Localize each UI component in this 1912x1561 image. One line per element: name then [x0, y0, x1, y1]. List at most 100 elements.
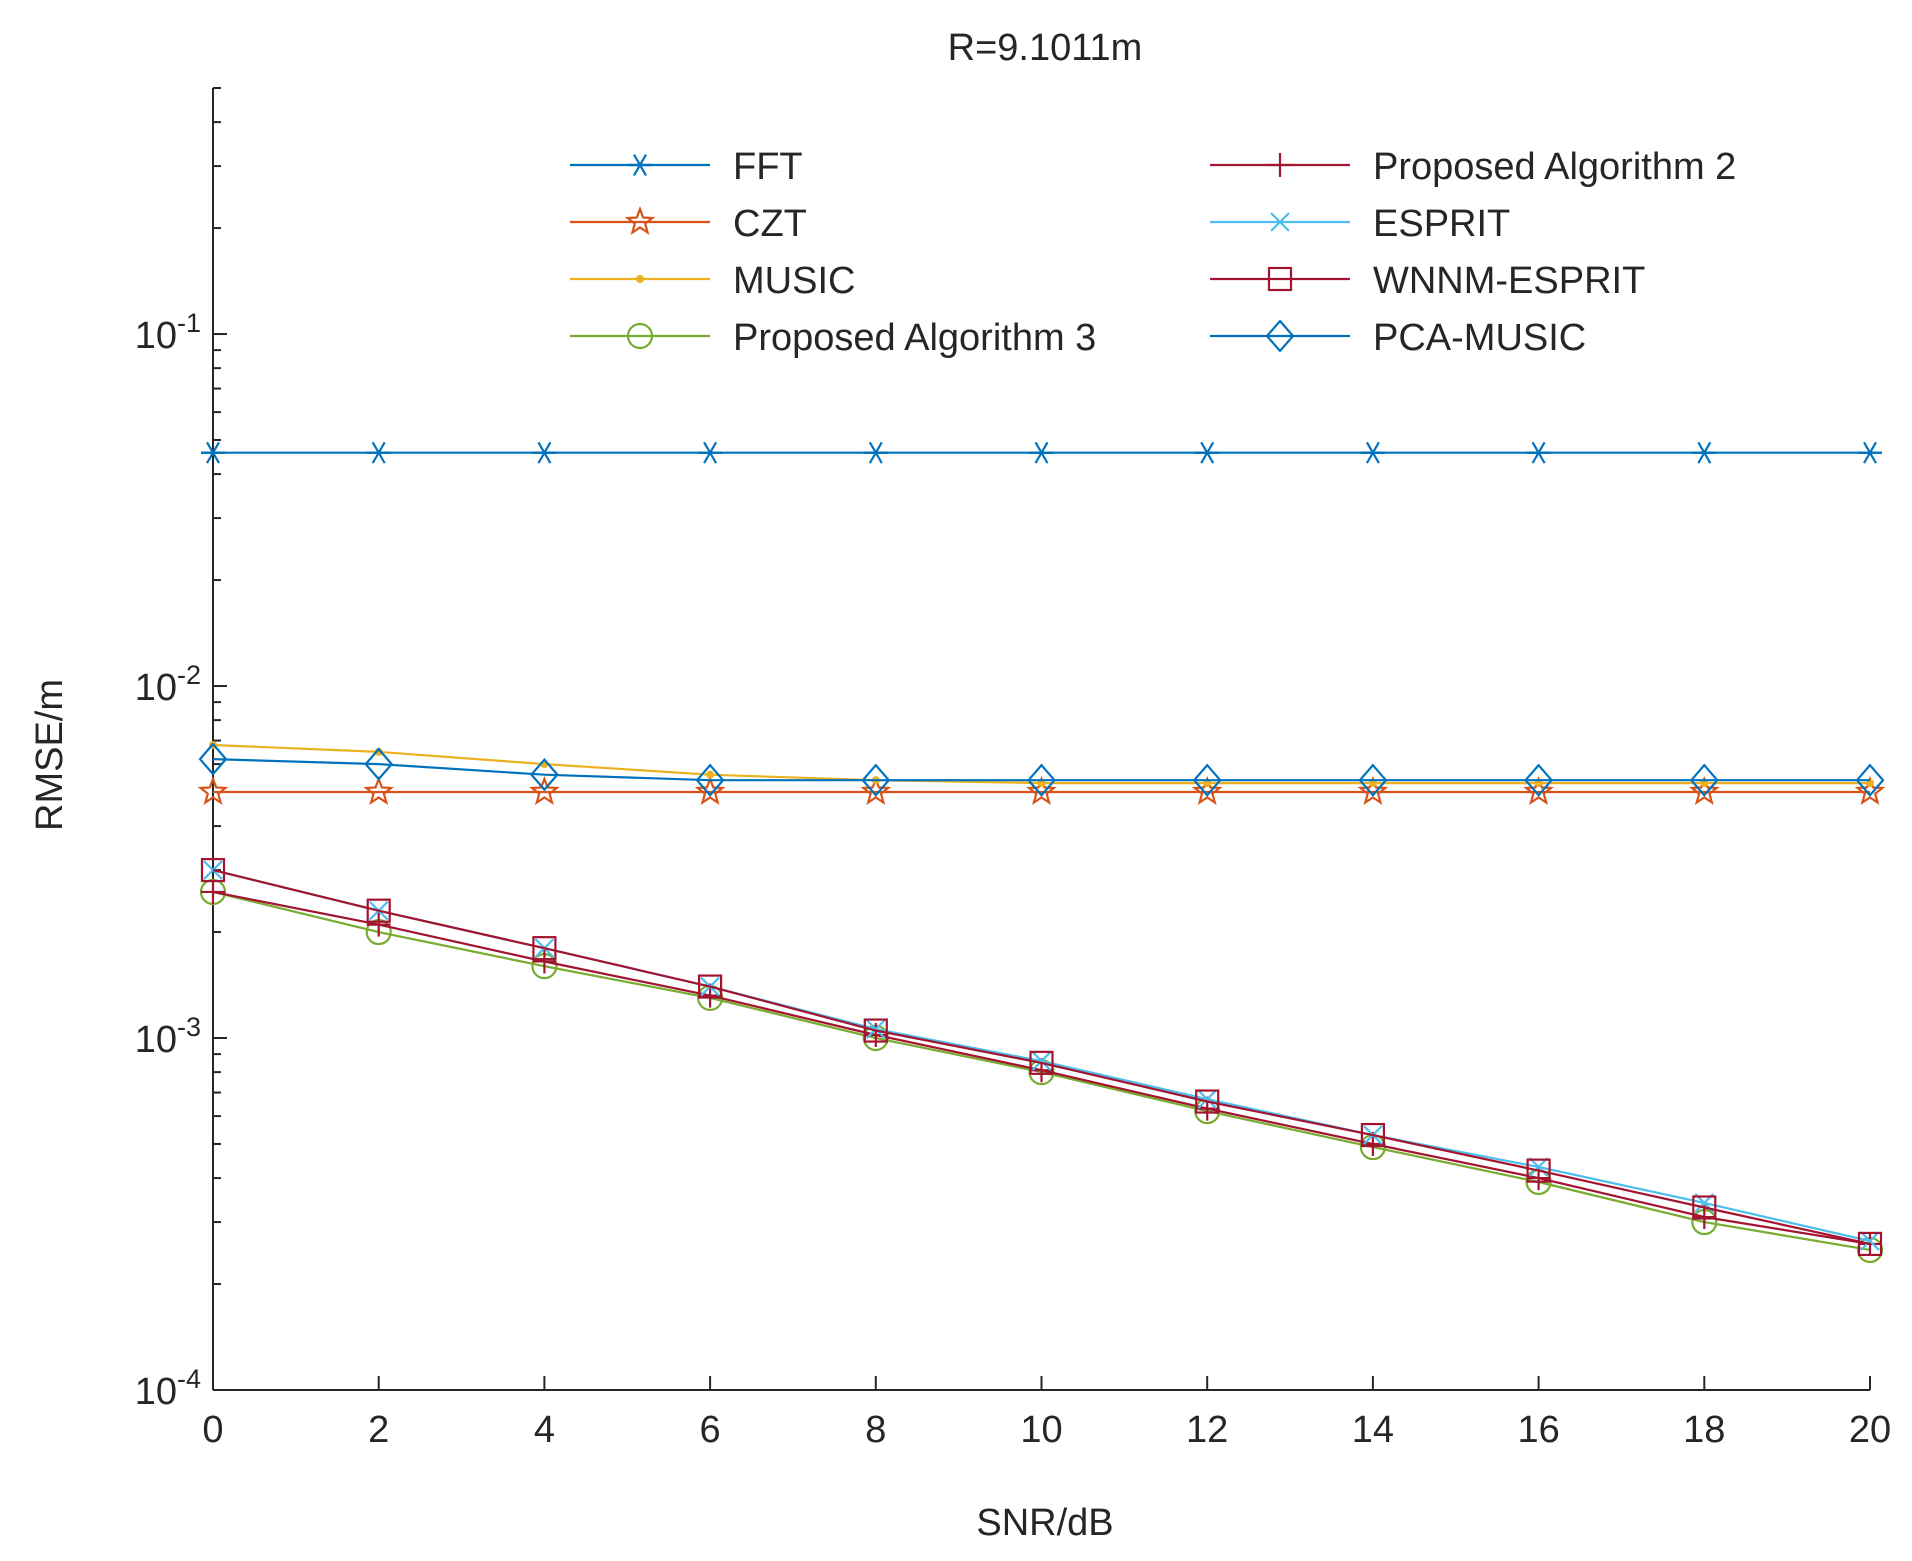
- x-tick-label: 0: [202, 1409, 223, 1451]
- data-point: [1192, 763, 1222, 797]
- x-tick-label: 4: [534, 1409, 555, 1451]
- data-point: [1689, 763, 1719, 797]
- data-point: [1197, 1089, 1217, 1110]
- data-point: [532, 949, 557, 974]
- legend-item: CZT: [570, 203, 807, 245]
- data-point: [1029, 441, 1054, 464]
- series-czt: [197, 775, 1886, 806]
- data-point: [694, 775, 726, 806]
- y-axis-label: RMSE/m: [29, 679, 71, 831]
- data-point: [1524, 763, 1554, 797]
- x-tick-label: 8: [865, 1409, 886, 1451]
- data-point: [1526, 1158, 1551, 1183]
- series-fft: [201, 441, 1882, 464]
- data-point: [1027, 763, 1056, 797]
- series-wnnm-esprit: [200, 857, 1883, 1257]
- data-point: [203, 860, 223, 880]
- data-point: [532, 441, 557, 464]
- series-line: [212, 869, 1871, 1243]
- data-point: [624, 205, 656, 236]
- data-point: [706, 770, 715, 779]
- chart-title: R=9.1011m: [948, 27, 1143, 69]
- legend-item: WNNM-ESPRIT: [1210, 260, 1645, 302]
- data-point: [698, 441, 723, 464]
- data-point: [1858, 1231, 1882, 1256]
- data-point: [1195, 441, 1220, 464]
- data-point: [1191, 775, 1223, 806]
- data-point: [1855, 763, 1885, 797]
- legend-label: FFT: [733, 146, 803, 188]
- data-point: [1858, 441, 1882, 464]
- series-proposed-algorithm-2: [201, 879, 1882, 1256]
- legend-item: Proposed Algorithm 3: [570, 317, 1096, 359]
- data-point: [1360, 441, 1385, 464]
- legend-label: PCA-MUSIC: [1373, 317, 1586, 359]
- data-point: [1267, 266, 1293, 292]
- data-point: [1526, 441, 1551, 464]
- legend-label: MUSIC: [733, 260, 855, 302]
- data-point: [1692, 1205, 1717, 1230]
- x-tick-label: 16: [1517, 1409, 1559, 1451]
- data-point: [1195, 1089, 1220, 1114]
- y-tick-label: 10-4: [135, 1364, 201, 1413]
- legend-label: WNNM-ESPRIT: [1373, 260, 1645, 302]
- x-tick-label: 2: [368, 1409, 389, 1451]
- legend-item: PCA-MUSIC: [1210, 317, 1586, 359]
- data-point: [1029, 1050, 1054, 1075]
- y-tick-label: 10-1: [135, 308, 201, 357]
- data-point: [863, 441, 888, 464]
- series-line: [212, 869, 1871, 1245]
- legend-label: ESPRIT: [1373, 203, 1510, 245]
- legend-item: Proposed Algorithm 2: [1210, 146, 1736, 188]
- data-point: [364, 747, 394, 781]
- data-point: [1268, 153, 1292, 177]
- data-point: [863, 1018, 888, 1043]
- legend-item: FFT: [570, 146, 803, 188]
- data-point: [636, 275, 644, 283]
- data-point: [366, 912, 391, 937]
- series-line: [212, 758, 1870, 782]
- data-point: [197, 775, 229, 806]
- data-point: [1031, 1051, 1052, 1071]
- data-point: [201, 441, 225, 464]
- axes: 0 2 4 6 8 10 12 14 16 18 20 10-1 10-2 10-3 10-4: [135, 87, 1891, 1451]
- data-point: [1357, 775, 1389, 806]
- data-point: [1854, 775, 1886, 806]
- x-axis-label: SNR/dB: [976, 1502, 1113, 1544]
- data-point: [1026, 775, 1057, 806]
- data-point: [529, 757, 559, 792]
- data-point: [529, 775, 560, 806]
- data-point: [861, 763, 891, 797]
- data-point: [1265, 319, 1295, 353]
- data-point: [1860, 1231, 1880, 1251]
- legend: FFT CZT MUSIC Proposed Algorithm 3 Proposed …: [570, 146, 1736, 359]
- data-point: [1358, 763, 1388, 797]
- x-tick-label: 10: [1020, 1409, 1062, 1451]
- series-pca-music: [198, 742, 1885, 797]
- series-esprit: [203, 860, 1880, 1251]
- legend-label: Proposed Algorithm 3: [733, 317, 1096, 359]
- x-tick-label: 6: [700, 1409, 721, 1451]
- legend-label: Proposed Algorithm 2: [1373, 146, 1736, 188]
- data-point: [363, 775, 395, 806]
- data-point: [695, 763, 725, 797]
- data-point: [866, 1019, 886, 1039]
- legend-label: CZT: [733, 203, 807, 245]
- data-point: [1692, 1195, 1717, 1220]
- x-tick-label: 12: [1186, 1409, 1228, 1451]
- data-point: [1270, 212, 1290, 232]
- data-point: [366, 898, 391, 923]
- data-point: [198, 742, 228, 776]
- series-layer: [197, 441, 1886, 1264]
- data-point: [863, 1022, 888, 1047]
- data-point: [1692, 441, 1717, 464]
- data-point: [1688, 775, 1720, 806]
- data-point: [1857, 1231, 1883, 1257]
- data-point: [201, 879, 225, 904]
- y-tick-label: 10-3: [135, 1012, 201, 1061]
- data-point: [366, 441, 391, 464]
- data-point: [628, 154, 652, 176]
- data-point: [1360, 1122, 1386, 1148]
